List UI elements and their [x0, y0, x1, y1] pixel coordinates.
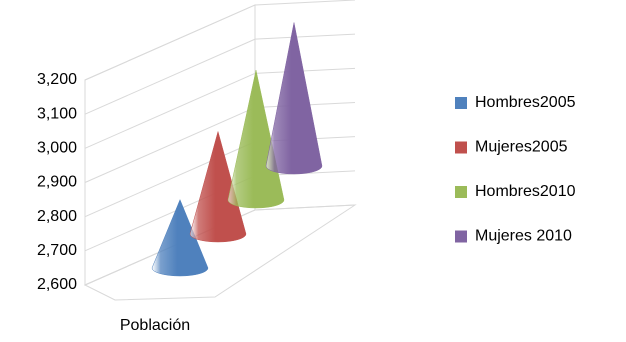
y-tick-label: 2,800: [37, 208, 77, 225]
grid-line: [84, 67, 356, 149]
legend-label: Mujeres2005: [475, 139, 568, 156]
y-tick-label: 2,600: [37, 276, 77, 293]
y-tick-label: 3,000: [37, 140, 77, 157]
cone: [265, 22, 323, 175]
legend-swatch: [455, 230, 467, 243]
x-tick-label: Población: [120, 317, 190, 334]
legend-label: Hombres2010: [475, 183, 576, 200]
y-tick-label: 2,900: [37, 174, 77, 191]
cone: [151, 199, 209, 277]
grid-line: [84, 33, 356, 115]
legend-swatch: [455, 141, 467, 154]
cone: [227, 70, 285, 209]
legend-label: Hombres2005: [475, 94, 576, 111]
y-tick-label: 2,700: [37, 242, 77, 259]
y-tick-label: 3,100: [37, 105, 77, 122]
y-tick-label: 3,200: [37, 71, 77, 88]
grid-line: [84, 0, 356, 81]
cone: [189, 130, 247, 243]
grid-line: [84, 204, 356, 286]
legend-label: Mujeres 2010: [475, 228, 572, 245]
legend-swatch: [455, 186, 467, 198]
legend-swatch: [455, 97, 467, 109]
